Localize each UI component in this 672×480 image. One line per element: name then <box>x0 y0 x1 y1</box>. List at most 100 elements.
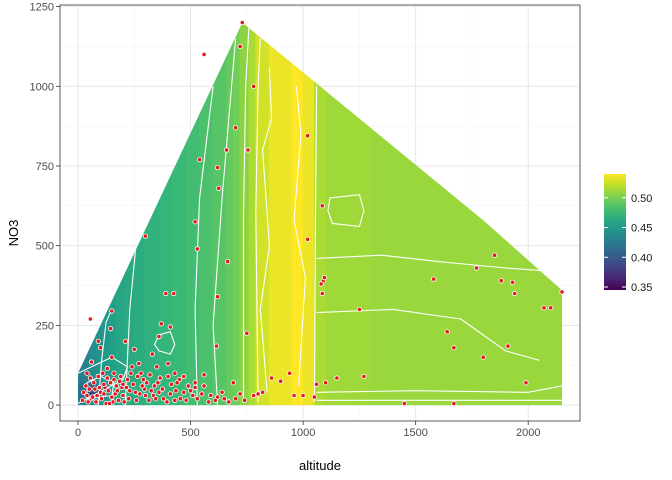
data-point <box>213 343 220 349</box>
data-point <box>138 370 144 376</box>
data-point <box>83 383 89 389</box>
data-point <box>88 359 95 365</box>
data-point <box>192 380 198 386</box>
data-point <box>104 375 110 381</box>
data-point <box>192 384 198 391</box>
data-point <box>255 391 261 397</box>
data-point <box>206 399 212 405</box>
data-point <box>208 392 214 399</box>
y-tick-label: 750 <box>36 161 54 173</box>
data-point <box>140 376 146 383</box>
data-point <box>451 345 457 351</box>
data-point <box>480 354 486 360</box>
data-point <box>181 373 187 379</box>
surface-band <box>302 22 315 406</box>
contour-line <box>194 86 214 406</box>
surface-band <box>248 22 257 406</box>
data-point <box>124 376 131 383</box>
data-point <box>201 51 207 58</box>
data-point <box>300 392 306 399</box>
contour-line <box>327 194 365 228</box>
data-point <box>117 378 123 384</box>
data-point <box>245 147 251 153</box>
y-axis: 0 250 500 750 1000 1250 <box>30 2 60 412</box>
data-point <box>94 392 100 399</box>
data-point <box>237 43 243 50</box>
legend-tick-label: 0.45 <box>631 223 652 235</box>
data-point <box>120 381 126 387</box>
data-point <box>84 370 90 376</box>
data-point <box>523 380 529 386</box>
data-point <box>225 258 231 265</box>
data-point <box>321 274 328 281</box>
data-point <box>158 321 164 327</box>
data-point <box>498 278 504 284</box>
x-tick-label: 1000 <box>291 427 315 439</box>
data-point <box>181 389 187 395</box>
data-point <box>142 233 149 239</box>
x-tick-label: 0 <box>75 427 81 439</box>
contour-line <box>97 309 113 406</box>
data-point <box>155 380 161 386</box>
data-point <box>541 305 547 311</box>
data-point <box>268 375 275 381</box>
data-point <box>108 325 114 332</box>
data-point <box>136 360 142 367</box>
data-point <box>97 345 104 351</box>
data-point <box>216 185 222 191</box>
data-point <box>431 276 437 282</box>
data-point <box>137 391 143 397</box>
data-point <box>167 391 173 397</box>
panel-border <box>59 4 581 422</box>
data-point <box>101 381 107 387</box>
data-point <box>118 373 124 379</box>
data-point <box>201 372 207 378</box>
data-point <box>86 386 92 392</box>
data-point <box>109 394 115 400</box>
data-point <box>154 364 160 370</box>
data-point <box>559 289 565 295</box>
data-point <box>401 400 407 407</box>
data-point <box>96 384 103 391</box>
x-tick-label: 1500 <box>403 427 427 439</box>
data-point <box>164 399 170 405</box>
y-tick-label: 1250 <box>30 2 54 14</box>
data-point <box>147 372 153 378</box>
data-point <box>99 396 105 402</box>
data-point <box>121 399 127 405</box>
surface-band <box>199 22 214 406</box>
data-point <box>304 236 311 242</box>
data-point <box>144 380 150 386</box>
data-point <box>133 397 140 403</box>
x-axis: 0 500 1000 1500 2000 <box>75 421 540 439</box>
data-point <box>491 252 498 258</box>
y-tick-label: 500 <box>36 241 54 253</box>
data-point <box>444 329 450 335</box>
data-point <box>224 147 230 153</box>
data-point <box>111 370 117 376</box>
data-point <box>244 330 250 336</box>
points <box>79 19 565 407</box>
data-point <box>197 157 203 163</box>
data-point <box>173 388 179 394</box>
data-point <box>251 83 257 89</box>
data-point <box>104 365 110 371</box>
x-axis-title: altitude <box>299 458 341 473</box>
surface-band <box>255 22 270 406</box>
data-point <box>84 392 90 399</box>
data-point <box>142 392 149 399</box>
data-point <box>91 380 97 386</box>
data-point <box>111 376 117 383</box>
data-point <box>319 203 325 209</box>
data-point <box>313 381 320 387</box>
data-point <box>108 380 114 386</box>
data-point <box>156 333 162 340</box>
data-point <box>149 351 155 357</box>
data-point <box>153 396 159 402</box>
contour-line <box>313 86 318 402</box>
data-point <box>190 392 196 399</box>
x-tick-label: 2000 <box>516 427 540 439</box>
data-point <box>122 338 128 344</box>
data-point <box>95 338 101 344</box>
contour-line <box>259 67 273 393</box>
